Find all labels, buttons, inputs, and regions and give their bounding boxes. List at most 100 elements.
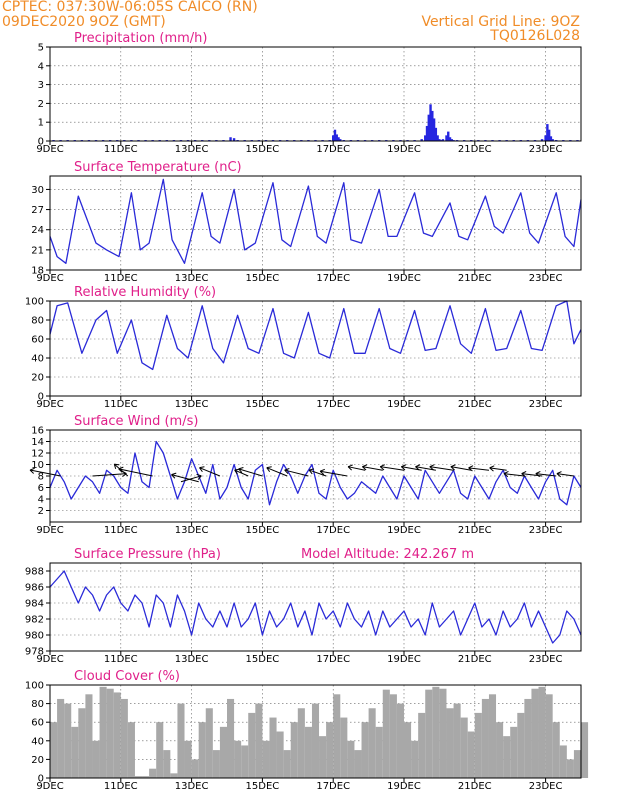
cloud-bar [170, 773, 178, 778]
cloud-bar [177, 703, 185, 778]
temperature-series-line [49, 178, 582, 264]
y-tick-label: 20 [31, 755, 44, 766]
cloud-bar [389, 694, 397, 778]
precip-bar [540, 139, 544, 141]
wind-arrow [503, 473, 525, 477]
x-tick-label: 17DEC [316, 399, 350, 410]
cloud-bar [99, 686, 107, 778]
x-tick-label: 19DEC [387, 144, 421, 155]
cloud-bar [404, 722, 412, 778]
x-tick-label: 21DEC [458, 654, 492, 665]
x-tick-label: 23DEC [529, 654, 563, 665]
precip-bar [427, 114, 430, 141]
y-tick-label: 988 [25, 567, 44, 578]
x-tick-label: 9DEC [36, 781, 63, 792]
cloud-bar [474, 712, 482, 778]
cloud-bar [255, 703, 263, 778]
y-tick-label: 100 [25, 297, 44, 308]
y-tick-label: 6 [38, 483, 44, 494]
precipitation-title: Precipitation (mm/h) [74, 31, 207, 46]
humidity-frame [49, 300, 582, 397]
cloud-bar [488, 694, 497, 778]
cloud-bar [411, 740, 419, 778]
precip-bar [448, 137, 452, 141]
x-tick-label: 17DEC [316, 781, 350, 792]
cloud-bar [191, 759, 199, 778]
precip-bar [551, 139, 554, 141]
y-tick-label: 0 [38, 137, 44, 148]
wind-arrow [266, 467, 288, 477]
precip-bar [332, 135, 335, 141]
cloud-bar [283, 750, 291, 778]
y-tick-label: 60 [31, 335, 44, 346]
x-tick-label: 19DEC [387, 654, 421, 665]
y-tick-label: 60 [31, 718, 44, 729]
x-tick-label: 11DEC [104, 654, 138, 665]
wind-arrow [556, 473, 574, 477]
temperature-panel: 18 21 24 27 30 9DEC 11DEC 13DEC 15DEC 17DEC 19DEC 2… [31, 160, 582, 284]
cloud-bar [156, 722, 164, 778]
cloud-frame [49, 684, 582, 779]
x-tick-label: 19DEC [387, 525, 421, 536]
wind-arrow [284, 469, 309, 477]
cloud-bar [460, 717, 468, 778]
cloud-bar [481, 698, 489, 778]
wind-arrow-head [347, 464, 353, 471]
cloud-bar [538, 686, 546, 778]
y-tick-label: 8 [38, 472, 44, 483]
run-time: 09DEC2020 9OZ (GMT) [2, 14, 166, 30]
cloud-bar [319, 736, 327, 778]
humidity-series-line [49, 300, 582, 371]
wind-arrow [238, 468, 263, 477]
wind-arrow [118, 468, 153, 477]
precipitation-frame [49, 46, 582, 142]
cloud-bar [566, 759, 574, 778]
x-tick-label: 9DEC [36, 399, 63, 410]
y-tick-label: 1 [38, 118, 44, 129]
wind-arrow [380, 466, 405, 471]
y-tick-label: 16 [31, 426, 44, 437]
station-line: CPTEC: 037:30W-06:05S CAICO (RN) [2, 0, 258, 15]
precip-bar [546, 124, 549, 141]
wind-arrow-head [556, 471, 562, 478]
wind-arrow-head [429, 464, 435, 471]
cloud-bar [71, 726, 79, 778]
y-tick-label: 980 [25, 631, 44, 642]
x-tick-label: 15DEC [246, 781, 280, 792]
precip-bar [434, 127, 438, 141]
y-tick-label: 40 [31, 736, 44, 747]
cloud-bar [50, 722, 58, 778]
wind-arrow-head [118, 466, 124, 473]
grid-line-note: Vertical Grid Line: 9OZ [421, 14, 580, 30]
x-tick-label: 13DEC [175, 525, 209, 536]
precip-bar [333, 129, 337, 141]
y-tick-label: 978 [25, 647, 44, 658]
y-tick-label: 100 [25, 681, 44, 692]
precip-bar [445, 135, 448, 141]
x-tick-label: 17DEC [316, 654, 350, 665]
model-altitude: Model Altitude: 242.267 m [301, 547, 474, 562]
cloud-bar [496, 722, 504, 778]
x-tick-label: 19DEC [387, 399, 421, 410]
cloud-bar [396, 703, 404, 778]
pressure-series-line [49, 570, 582, 644]
wind-arrow [113, 463, 129, 477]
cloud-bar [290, 722, 298, 778]
wind-arrow-head [238, 467, 244, 473]
cloud-bar [106, 688, 114, 778]
precip-bar [441, 139, 445, 141]
y-tick-label: 0 [38, 392, 44, 403]
precip-bar [429, 104, 432, 141]
y-tick-label: 24 [31, 225, 44, 236]
cloud-bar [531, 688, 539, 778]
wind-arrow [171, 474, 199, 483]
x-tick-label: 13DEC [175, 654, 209, 665]
cloud-bar [85, 694, 93, 778]
x-tick-label: 15DEC [246, 273, 280, 284]
wind-arrow-head [199, 466, 205, 473]
precipitation-panel: 0 1 2 3 4 5 9DEC 11DEC 13DEC 15DEC 17DEC 19DEC 21DEC… [36, 31, 582, 155]
x-tick-label: 9DEC [36, 144, 63, 155]
cloud-bar [227, 698, 235, 778]
cloud-bar [234, 740, 242, 778]
wind-arrow-head [535, 470, 541, 478]
